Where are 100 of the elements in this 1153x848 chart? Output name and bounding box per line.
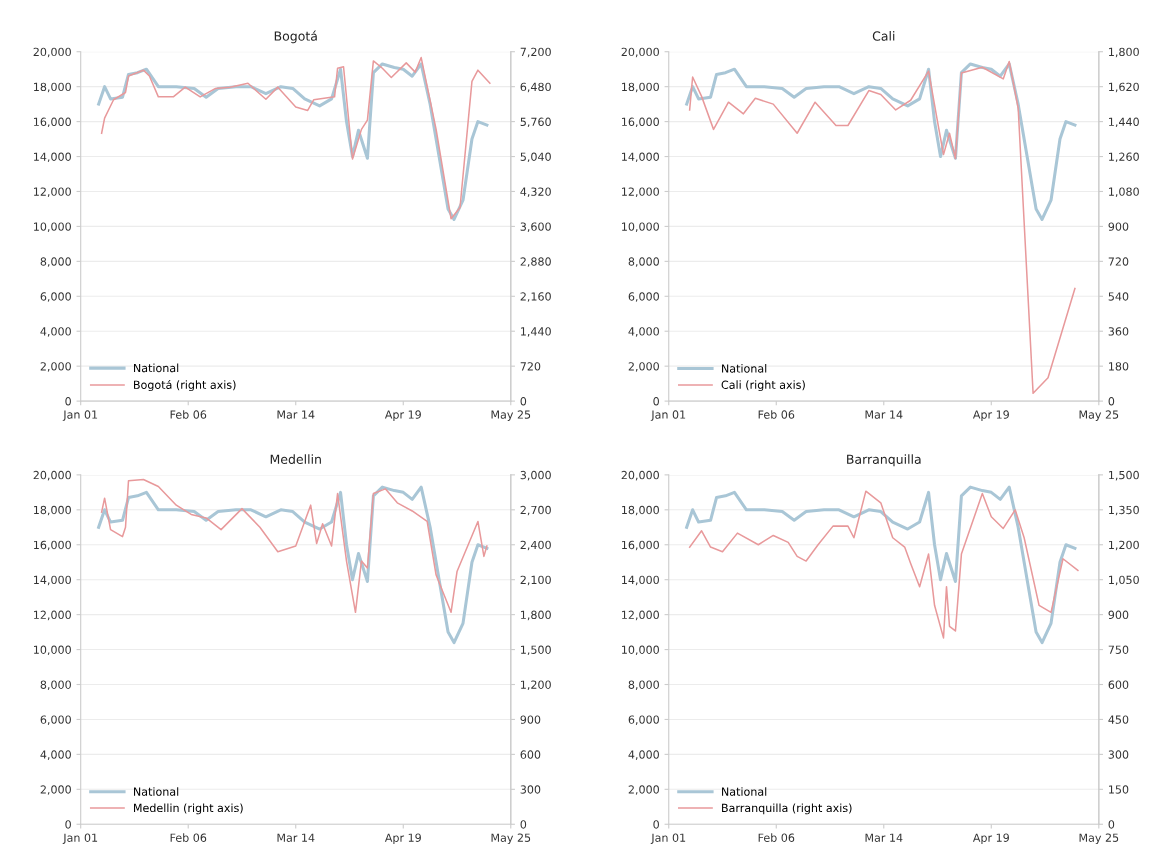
x-tick-label: May 25 <box>1079 833 1119 845</box>
y2-tick-label: 1,050 <box>1109 575 1139 586</box>
y2-tick-label: 6,480 <box>520 82 551 93</box>
y-tick-label: 12,000 <box>622 610 659 621</box>
y2-tick-label: 5,040 <box>520 152 551 163</box>
line-series <box>100 478 488 614</box>
y-tick-label: 2,000 <box>40 362 71 372</box>
y2-tick-label: 900 <box>520 715 541 724</box>
y-tick-label: 4,000 <box>628 327 659 337</box>
y-tick-label: 8,000 <box>628 257 659 267</box>
x-tick-label: Mar 14 <box>865 833 903 842</box>
y-tick-label: 12,000 <box>34 187 71 197</box>
y-tick-label: 2,000 <box>40 785 71 795</box>
chart-title: Medellin <box>270 454 321 464</box>
y-tick-label: 20,000 <box>33 470 71 481</box>
y-tick-label: 18,000 <box>34 505 71 516</box>
x-tick-label: May 25 <box>1079 410 1119 421</box>
x-tick-label: Mar 14 <box>277 833 315 842</box>
y2-tick-label: 720 <box>1108 257 1129 266</box>
legend-label: National <box>134 363 179 373</box>
y2-tick-label: 1,200 <box>1109 540 1139 551</box>
y-tick-label: 16,000 <box>34 117 71 128</box>
legend-label: National <box>722 364 767 373</box>
y-tick-label: 14,000 <box>622 152 659 163</box>
y-tick-label: 4,000 <box>628 750 659 760</box>
y2-tick-label: 0 <box>1108 820 1115 829</box>
y-tick-label: 0 <box>653 820 659 829</box>
y2-tick-label: 1,260 <box>1109 152 1139 163</box>
y-tick-label: 20,000 <box>621 470 659 481</box>
y-tick-label: 8,000 <box>40 680 71 691</box>
y2-tick-label: 3,600 <box>520 222 551 232</box>
x-tick-label: Apr 19 <box>972 410 1009 421</box>
y2-tick-label: 1,200 <box>521 680 551 691</box>
y-tick-label: 20,000 <box>33 47 71 58</box>
y-tick-label: 16,000 <box>622 540 659 551</box>
legend-label: Cali (right axis) <box>721 380 805 392</box>
y2-tick-label: 1,500 <box>1109 470 1139 481</box>
y-tick-label: 0 <box>65 820 71 829</box>
y2-tick-label: 1,500 <box>521 645 551 656</box>
y2-tick-label: 2,700 <box>520 505 551 516</box>
y2-tick-label: 1,800 <box>521 610 551 621</box>
x-tick-label: Mar 14 <box>277 410 315 419</box>
y-tick-label: 2,000 <box>628 362 659 372</box>
x-tick-label: Apr 19 <box>972 833 1009 845</box>
y-tick-label: 8,000 <box>628 680 659 691</box>
y-tick-label: 12,000 <box>34 610 71 621</box>
y2-tick-label: 360 <box>1108 327 1129 336</box>
chart-title: Barranquilla <box>847 454 921 467</box>
y-tick-label: 6,000 <box>40 292 71 302</box>
y-tick-label: 10,000 <box>34 222 71 232</box>
y2-tick-label: 5,760 <box>520 117 551 128</box>
y-tick-label: 18,000 <box>34 82 71 93</box>
y2-tick-label: 600 <box>520 750 541 759</box>
y2-tick-label: 900 <box>1108 610 1129 620</box>
legend-label: Bogotá (right axis) <box>134 379 236 392</box>
legend-label: Medellin (right axis) <box>134 803 243 815</box>
y-tick-label: 14,000 <box>34 152 71 163</box>
y-tick-label: 6,000 <box>628 715 659 725</box>
line-series <box>688 60 1076 395</box>
y2-tick-label: 0 <box>520 397 527 406</box>
y2-tick-label: 1,800 <box>1109 47 1139 58</box>
y-tick-label: 18,000 <box>622 505 659 516</box>
x-tick-label: May 25 <box>491 410 531 421</box>
x-tick-label: Jan 01 <box>62 833 98 844</box>
x-tick-label: Feb 06 <box>758 410 795 419</box>
x-tick-label: Apr 19 <box>384 833 421 845</box>
x-tick-label: Feb 06 <box>170 410 207 419</box>
legend-label: Barranquilla (right axis) <box>722 803 852 815</box>
y2-tick-label: 900 <box>1108 222 1129 231</box>
y-tick-label: 18,000 <box>622 82 659 93</box>
x-tick-label: Jan 01 <box>650 410 686 421</box>
y-tick-label: 4,000 <box>40 327 71 337</box>
y2-tick-label: 300 <box>1108 750 1129 759</box>
y2-tick-label: 3,000 <box>520 470 551 481</box>
y-tick-label: 4,000 <box>40 750 71 760</box>
y2-tick-label: 1,440 <box>1109 117 1139 128</box>
x-tick-label: Feb 06 <box>758 833 795 842</box>
y2-tick-label: 540 <box>1108 292 1129 301</box>
y-tick-label: 14,000 <box>622 575 659 586</box>
y2-tick-label: 750 <box>1108 645 1129 654</box>
y-tick-label: 2,000 <box>628 785 659 795</box>
y2-tick-label: 300 <box>520 785 541 794</box>
y2-tick-label: 180 <box>1109 362 1129 371</box>
y-tick-label: 20,000 <box>621 47 659 58</box>
y-tick-label: 10,000 <box>622 222 659 232</box>
chart-title: Bogotá <box>274 30 317 44</box>
y2-tick-label: 4,320 <box>520 187 551 197</box>
y2-tick-label: 0 <box>520 820 527 829</box>
x-tick-label: Jan 01 <box>62 410 98 421</box>
y-tick-label: 6,000 <box>40 715 71 725</box>
y2-tick-label: 7,200 <box>520 47 551 58</box>
y-tick-label: 0 <box>653 397 659 406</box>
y2-tick-label: 0 <box>1108 397 1115 406</box>
y2-tick-label: 1,620 <box>1109 82 1139 93</box>
legend-label: National <box>134 787 179 796</box>
y-tick-label: 10,000 <box>622 645 659 656</box>
y2-tick-label: 2,400 <box>520 540 551 551</box>
y-tick-label: 0 <box>65 397 71 406</box>
y2-tick-label: 450 <box>1108 715 1129 724</box>
y2-tick-label: 1,440 <box>521 327 551 337</box>
